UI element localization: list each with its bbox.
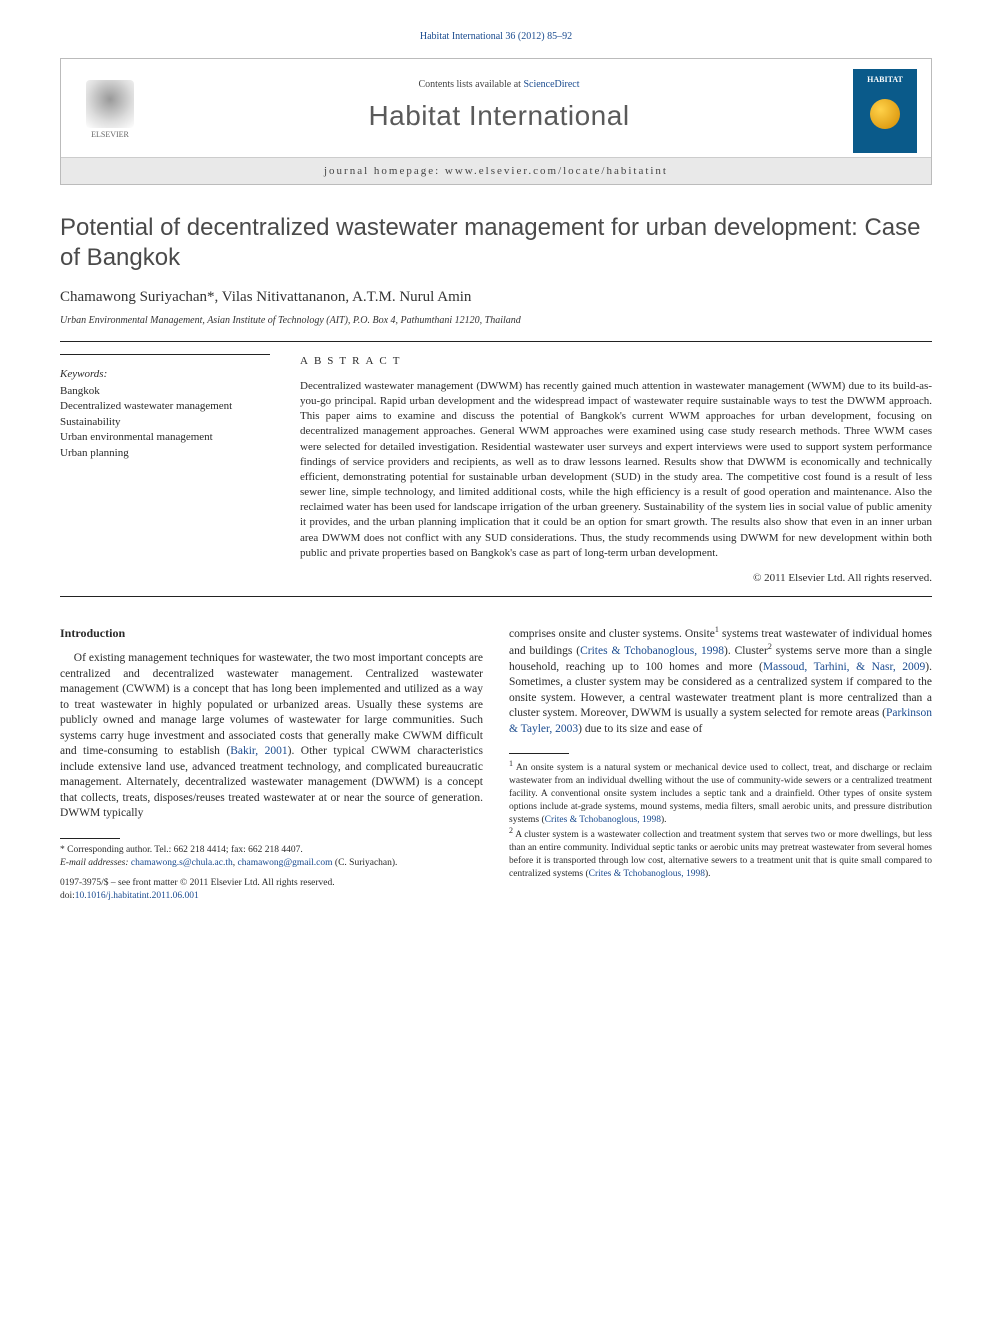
meta-abstract-row: Keywords: Bangkok Decentralized wastewat…	[60, 354, 932, 586]
footnote-1: 1 An onsite system is a natural system o…	[509, 759, 932, 826]
ref-crites-fn1[interactable]: Crites & Tchobanoglous, 1998	[545, 815, 661, 825]
body-col-left: Introduction Of existing management tech…	[60, 625, 483, 903]
ref-crites-1998[interactable]: Crites & Tchobanoglous, 1998	[580, 645, 724, 657]
rule-top	[60, 341, 932, 342]
citation-journal: Habitat International	[420, 31, 503, 42]
contents-available: Contents lists available at ScienceDirec…	[145, 78, 853, 92]
footnote-2: 2 A cluster system is a wastewater colle…	[509, 826, 932, 880]
issn-line: 0197-3975/$ – see front matter © 2011 El…	[60, 877, 483, 890]
article-title: Potential of decentralized wastewater ma…	[60, 213, 932, 273]
kw-rule	[60, 354, 270, 355]
email-link-1[interactable]: chamawong.s@chula.ac.th	[131, 858, 233, 868]
footnote-text: ).	[661, 815, 667, 825]
email-tail: (C. Suriyachan).	[333, 858, 398, 868]
footnote-rule-right	[509, 753, 569, 754]
footnote-rule-left	[60, 838, 120, 839]
email-label: E-mail addresses:	[60, 858, 131, 868]
abstract-copyright: © 2011 Elsevier Ltd. All rights reserved…	[300, 571, 932, 586]
email-link-2[interactable]: chamawong@gmail.com	[238, 858, 333, 868]
journal-header-top: ELSEVIER Contents lists available at Sci…	[61, 59, 931, 157]
keyword-item: Urban planning	[60, 446, 270, 461]
keywords-column: Keywords: Bangkok Decentralized wastewat…	[60, 354, 270, 586]
citation-link[interactable]: Habitat International 36 (2012) 85–92	[420, 31, 572, 42]
abstract-text: Decentralized wastewater management (DWW…	[300, 379, 932, 561]
body-col-right: comprises onsite and cluster systems. On…	[509, 625, 932, 903]
intro-text: ). Cluster	[724, 645, 768, 657]
keyword-item: Sustainability	[60, 415, 270, 430]
intro-text: comprises onsite and cluster systems. On…	[509, 628, 715, 640]
intro-p1-left: Of existing management techniques for wa…	[60, 651, 483, 822]
rule-bottom	[60, 596, 932, 597]
sciencedirect-link[interactable]: ScienceDirect	[523, 79, 579, 90]
doi-line: doi:10.1016/j.habitatint.2011.06.001	[60, 890, 483, 903]
email-footnote: E-mail addresses: chamawong.s@chula.ac.t…	[60, 857, 483, 870]
footnote-text: ).	[705, 869, 711, 879]
intro-text: ) due to its size and ease of	[578, 723, 702, 735]
intro-p1-right: comprises onsite and cluster systems. On…	[509, 625, 932, 737]
intro-text: Of existing management techniques for wa…	[60, 652, 483, 757]
citation-line: Habitat International 36 (2012) 85–92	[60, 30, 932, 44]
doi-label: doi:	[60, 891, 75, 901]
cover-label: HABITAT	[867, 75, 903, 86]
affiliation-line: Urban Environmental Management, Asian In…	[60, 314, 932, 328]
ref-massoud-2009[interactable]: Massoud, Tarhini, & Nasr, 2009	[763, 661, 925, 673]
citation-vol: 36 (2012) 85–92	[505, 31, 572, 42]
globe-icon	[870, 99, 900, 129]
journal-homepage-bar: journal homepage: www.elsevier.com/locat…	[61, 157, 931, 185]
elsevier-tree-icon	[86, 80, 134, 128]
journal-cover-thumb: HABITAT	[853, 69, 917, 153]
homepage-url: www.elsevier.com/locate/habitatint	[445, 165, 668, 177]
contents-prefix: Contents lists available at	[418, 79, 523, 90]
journal-header: ELSEVIER Contents lists available at Sci…	[60, 58, 932, 186]
authors-line: Chamawong Suriyachan*, Vilas Nitivattana…	[60, 287, 932, 307]
keyword-item: Decentralized wastewater management	[60, 399, 270, 414]
doi-link[interactable]: 10.1016/j.habitatint.2011.06.001	[75, 891, 199, 901]
abstract-head: ABSTRACT	[300, 354, 932, 369]
keyword-item: Urban environmental management	[60, 430, 270, 445]
intro-head: Introduction	[60, 625, 483, 641]
ref-bakir-2001[interactable]: Bakir, 2001	[230, 745, 287, 757]
homepage-label: journal homepage:	[324, 165, 445, 177]
elsevier-logo: ELSEVIER	[75, 72, 145, 150]
corresponding-author-footnote: * Corresponding author. Tel.: 662 218 44…	[60, 844, 483, 857]
keywords-head: Keywords:	[60, 367, 270, 382]
journal-header-center: Contents lists available at ScienceDirec…	[145, 78, 853, 143]
footnote-text: A cluster system is a wastewater collect…	[509, 830, 932, 878]
abstract-column: ABSTRACT Decentralized wastewater manage…	[300, 354, 932, 586]
ref-crites-fn2[interactable]: Crites & Tchobanoglous, 1998	[589, 869, 705, 879]
keyword-item: Bangkok	[60, 384, 270, 399]
body-columns: Introduction Of existing management tech…	[60, 625, 932, 903]
publisher-label: ELSEVIER	[91, 130, 129, 141]
journal-name: Habitat International	[145, 97, 853, 135]
